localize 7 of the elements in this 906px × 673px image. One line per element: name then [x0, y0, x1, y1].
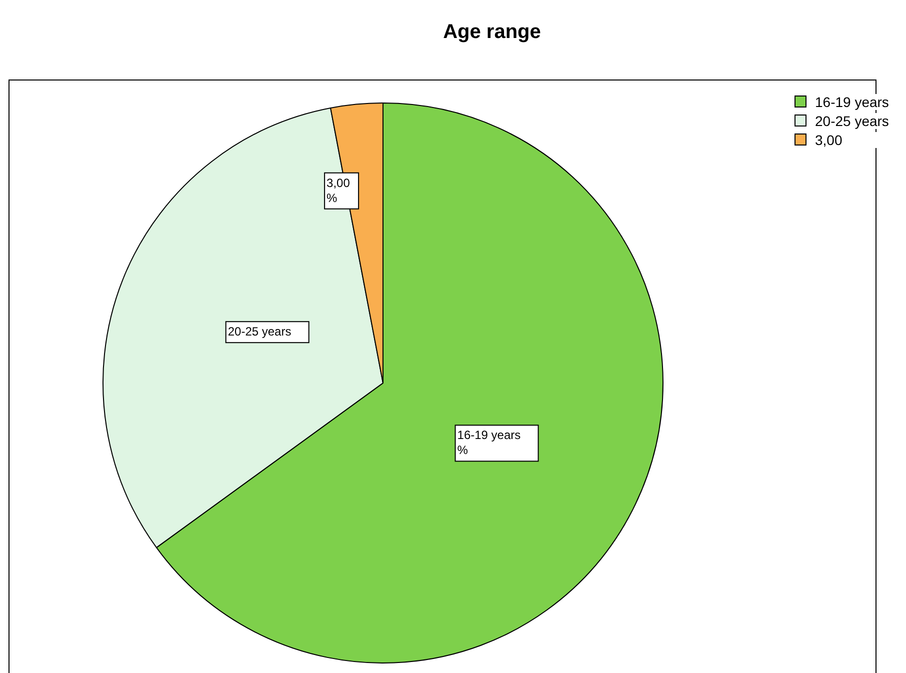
text: 3,00 % — [326, 176, 350, 205]
text: 20-25 years — [228, 324, 292, 339]
legend-label: 20-25 years — [815, 113, 889, 129]
legend-label: 3,00 — [815, 132, 842, 148]
text: 16-19 years % — [457, 428, 521, 458]
chart-title: Age range — [443, 21, 541, 43]
legend-label: 16-19 years — [815, 94, 889, 110]
